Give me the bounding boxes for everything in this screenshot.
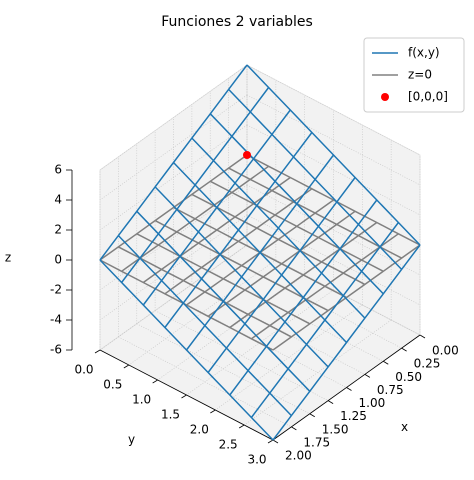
x-tick: [291, 426, 297, 431]
z-tick-label: -4: [50, 313, 62, 327]
y-tick-label: 2.0: [190, 423, 209, 437]
x-axis: [272, 334, 421, 441]
y-tick: [94, 349, 101, 354]
wire-line: [121, 165, 270, 272]
x-tick-label: 1.25: [340, 409, 367, 423]
grid-line: [243, 319, 392, 426]
x-axis-label: x: [401, 420, 408, 434]
legend: f(x,y) z=0 [0,0,0]: [363, 37, 465, 113]
z-axis-label: z: [5, 251, 11, 265]
wire-line: [272, 244, 421, 441]
x-tick: [364, 374, 371, 378]
wire-line: [142, 109, 291, 306]
x-tick: [419, 334, 426, 339]
y-tick-label: 2.5: [219, 438, 238, 452]
x-tick: [401, 347, 407, 352]
y-tick: [152, 379, 158, 384]
y-axis-label: y: [128, 433, 135, 447]
y-tick-label: 1.5: [161, 408, 180, 422]
x-tick: [327, 400, 334, 404]
x-tick-label: 0.75: [377, 383, 404, 397]
wire-line: [164, 188, 313, 295]
x-tick-label: 2.00: [285, 449, 312, 463]
y-tick: [123, 364, 130, 369]
y-tick: [238, 424, 245, 429]
x-tick-label: 0.50: [395, 370, 422, 384]
y-tick: [181, 394, 187, 399]
y-tick-label: 1.0: [132, 393, 151, 407]
wire-line: [207, 210, 356, 317]
y-tick: [267, 439, 274, 444]
grid-line: [246, 214, 421, 306]
wire-line: [207, 177, 356, 373]
wire-line: [142, 176, 291, 284]
grid-line: [99, 64, 248, 171]
legend-marker: [381, 93, 389, 101]
wire-line: [250, 222, 399, 418]
wire-line: [250, 233, 399, 340]
wire-line: [99, 64, 248, 261]
z-tick-label: 4: [54, 193, 62, 207]
point: [243, 151, 251, 159]
y-tick: [210, 409, 216, 414]
x-tick-label: 0.00: [432, 344, 459, 358]
grid-line: [246, 64, 421, 156]
x-tick: [309, 413, 315, 418]
y-tick-label: 0.0: [74, 363, 93, 377]
x-tick: [272, 439, 279, 444]
y-axis: [99, 349, 274, 441]
legend-label: [0,0,0]: [408, 90, 448, 104]
x-tick-label: 1.75: [303, 435, 330, 449]
z-tick-label: -2: [50, 283, 62, 297]
grid-line: [246, 94, 421, 186]
grid-line: [246, 124, 421, 216]
x-tick: [383, 360, 389, 365]
wire-line: [229, 199, 378, 396]
x-tick-label: 0.25: [414, 357, 441, 371]
chart-title: Funciones 2 variables: [161, 14, 313, 30]
x-tick: [346, 387, 352, 391]
z-tick-label: 6: [54, 163, 62, 177]
z-tick-label: -6: [50, 343, 62, 357]
grid-line: [99, 124, 248, 231]
y-tick-label: 0.5: [103, 378, 122, 392]
grid-line: [246, 184, 421, 276]
grid-line: [215, 304, 363, 411]
grid-line: [99, 94, 248, 201]
z-tick-label: 0: [54, 253, 62, 267]
x-tick-label: 1.00: [359, 396, 386, 410]
wire-line: [185, 154, 335, 351]
legend-label: z=0: [408, 68, 432, 82]
x-tick-label: 1.50: [322, 422, 349, 436]
legend-label: f(x,y): [408, 46, 440, 60]
legend-box: [363, 37, 465, 113]
y-tick-label: 3.0: [247, 453, 266, 467]
wire-line: [229, 221, 378, 329]
wire-line: [164, 132, 313, 328]
wire-line: [121, 87, 270, 283]
z-tick-label: 2: [54, 223, 62, 237]
